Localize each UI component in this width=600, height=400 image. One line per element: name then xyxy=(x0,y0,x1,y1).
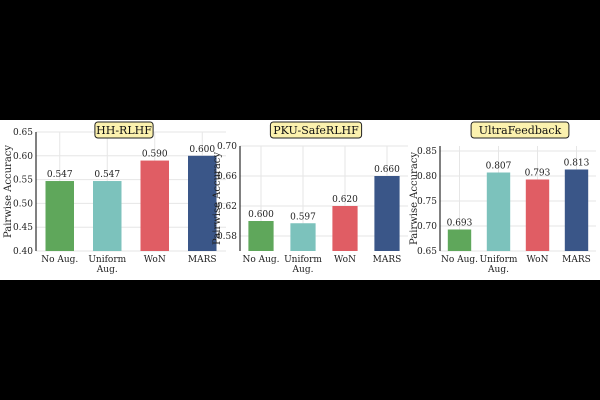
data-label: 0.660 xyxy=(374,165,400,175)
chart-panel: 0.40 0.45 0.50 0.55 0.60 0.65 0.547 No Aug. 0.54… xyxy=(3,121,226,275)
bar xyxy=(290,223,316,251)
bar xyxy=(447,229,472,251)
chart-title: HH-RLHF xyxy=(96,124,152,137)
y-tick-label: 0.45 xyxy=(13,223,33,233)
x-tick-label: MARS xyxy=(562,255,591,265)
x-tick-label: WoN xyxy=(527,255,549,265)
bar xyxy=(93,181,122,251)
x-tick-label: Uniform Aug. xyxy=(88,255,126,275)
chart-title: UltraFeedback xyxy=(479,124,562,137)
bar xyxy=(248,221,274,251)
bar xyxy=(525,179,550,251)
data-label: 0.693 xyxy=(447,219,473,229)
x-tick-label: MARS xyxy=(373,255,402,265)
x-tick-label: Uniform Aug. xyxy=(284,255,322,275)
y-tick-label: 0.62 xyxy=(217,202,237,212)
chart-panel: 0.65 0.70 0.75 0.80 0.85 0.693 No Aug. 0.807 Uni… xyxy=(409,121,596,275)
data-label: 0.807 xyxy=(486,162,512,172)
x-tick-label: WoN xyxy=(144,255,166,265)
data-label: 0.590 xyxy=(142,150,168,160)
bar xyxy=(332,206,358,251)
x-tick-label: No Aug. xyxy=(242,255,279,265)
bar xyxy=(486,172,511,251)
chart-title-box xyxy=(470,121,570,139)
y-tick-label: 0.70 xyxy=(417,222,437,232)
y-axis-label: Pairwise Accuracy xyxy=(409,152,420,245)
y-tick-label: 0.40 xyxy=(13,247,33,257)
data-label: 0.813 xyxy=(564,159,590,169)
data-label: 0.620 xyxy=(332,195,358,205)
data-label: 0.547 xyxy=(94,170,120,180)
y-tick-label: 0.75 xyxy=(417,197,437,207)
bar xyxy=(374,176,400,251)
x-tick-label: No Aug. xyxy=(441,255,478,265)
y-tick-label: 0.70 xyxy=(217,142,237,152)
data-label: 0.600 xyxy=(248,210,274,220)
bar xyxy=(45,181,74,251)
bar xyxy=(140,160,169,251)
y-tick-label: 0.65 xyxy=(417,247,437,257)
data-label: 0.793 xyxy=(525,169,551,179)
x-tick-label: No Aug. xyxy=(41,255,78,265)
chart-title-box xyxy=(94,121,154,139)
x-tick-label: MARS xyxy=(188,255,217,265)
data-label: 0.597 xyxy=(290,212,316,222)
x-tick-label: Uniform Aug. xyxy=(480,255,518,275)
chart-title: PKU-SafeRLHF xyxy=(273,124,359,137)
data-label: 0.600 xyxy=(189,145,215,155)
data-label: 0.547 xyxy=(47,170,73,180)
y-tick-label: 0.65 xyxy=(13,128,33,138)
y-tick-label: 0.55 xyxy=(13,176,33,186)
y-tick-label: 0.66 xyxy=(217,172,237,182)
y-tick-label: 0.80 xyxy=(417,172,437,182)
bar xyxy=(188,155,217,251)
y-tick-label: 0.50 xyxy=(13,199,33,209)
y-axis-label: Pairwise Accuracy xyxy=(3,145,14,238)
y-tick-label: 0.58 xyxy=(217,232,237,242)
figure-panel: 0.40 0.45 0.50 0.55 0.60 0.65 0.547 No Aug. 0.54… xyxy=(0,120,600,280)
y-tick-label: 0.60 xyxy=(13,152,33,162)
bar-charts: 0.40 0.45 0.50 0.55 0.60 0.65 0.547 No Aug. 0.54… xyxy=(3,121,596,275)
bar xyxy=(564,169,589,251)
y-axis-label: Pairwise Accuracy xyxy=(212,152,223,245)
y-tick-label: 0.85 xyxy=(417,147,437,157)
x-tick-label: WoN xyxy=(334,255,356,265)
chart-panel: 0.58 0.62 0.66 0.70 0.600 No Aug. 0.597 Uniform… xyxy=(212,121,408,275)
chart-title-box xyxy=(269,121,363,139)
